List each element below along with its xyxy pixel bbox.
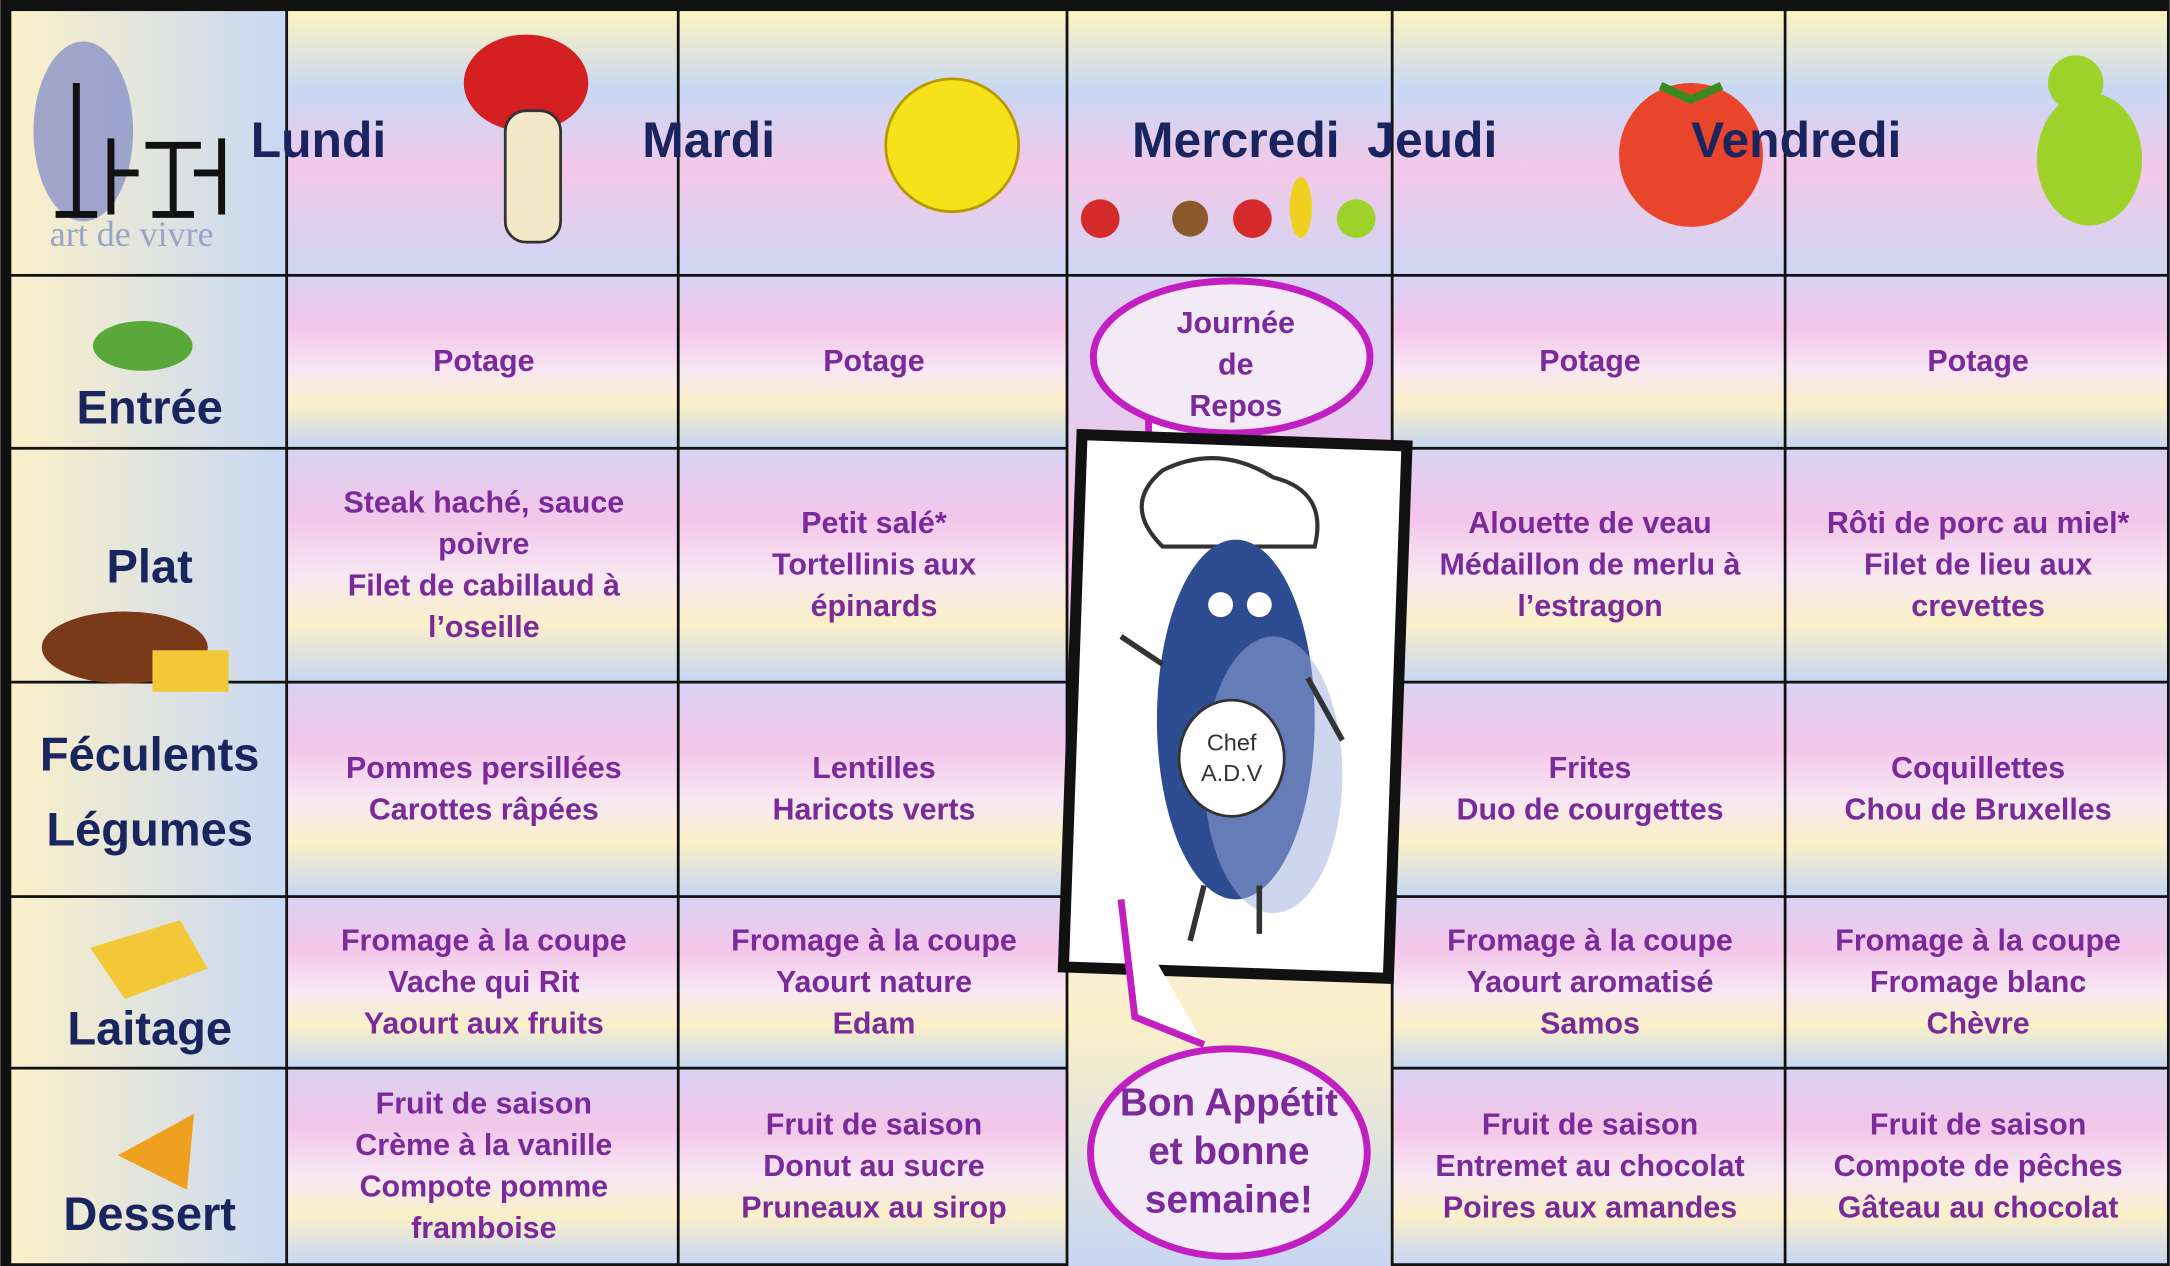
menu-item: Filet de cabillaud à xyxy=(348,568,620,602)
menu-item: Vache qui Rit xyxy=(388,965,579,999)
menu-item: l’oseille xyxy=(428,610,540,644)
menu-item: Potage xyxy=(433,344,534,378)
day-label: Mercredi xyxy=(1132,112,1340,168)
menu-item: Yaourt aux fruits xyxy=(364,1006,604,1040)
menu-item: Fruit de saison xyxy=(1870,1107,2086,1141)
menu-cell xyxy=(1786,683,2167,896)
menu-item: Tortellinis aux xyxy=(772,548,976,582)
wednesday xyxy=(1057,277,1413,1260)
menu-cell xyxy=(288,897,677,1067)
menu-item: Fromage blanc xyxy=(1870,965,2086,999)
menu-item: Fruit de saison xyxy=(376,1087,592,1121)
closing-text: semaine! xyxy=(1145,1179,1313,1222)
menu-item: Samos xyxy=(1540,1006,1640,1040)
menu-item: Potage xyxy=(1539,344,1640,378)
row-label-cell xyxy=(11,683,286,896)
menu-item: Frites xyxy=(1549,751,1632,785)
row-icons xyxy=(41,320,229,1190)
mascots xyxy=(463,34,2143,244)
menu-cell xyxy=(679,449,1066,681)
menu-cell xyxy=(679,897,1066,1067)
day-label: Vendredi xyxy=(1691,112,1901,168)
menu-item: Fromage à la coupe xyxy=(731,923,1017,957)
menu-item: Fruit de saison xyxy=(1482,1107,1698,1141)
menu-item: Pruneaux au sirop xyxy=(741,1190,1006,1224)
rest-text: Journée xyxy=(1177,306,1295,340)
menu-cell xyxy=(1786,897,2167,1067)
closing-text: Bon Appétit xyxy=(1120,1082,1338,1125)
menu-item: Fruit de saison xyxy=(766,1107,982,1141)
menu-cell xyxy=(288,1069,677,1264)
row-label: Dessert xyxy=(63,1187,236,1240)
menu-item: Crème à la vanille xyxy=(355,1128,612,1162)
menu-cell xyxy=(1393,1069,1784,1264)
menu-item: épinards xyxy=(811,589,938,623)
menu-item: Donut au sucre xyxy=(763,1149,984,1183)
menu-item: Chou de Bruxelles xyxy=(1845,793,2112,827)
menu-item: Steak haché, sauce xyxy=(343,485,624,519)
menu-item: Pommes persillées xyxy=(346,751,622,785)
rest-text: de xyxy=(1218,348,1254,382)
menu-item: Entremet au chocolat xyxy=(1435,1149,1744,1183)
menu-cell xyxy=(288,276,677,447)
menu-cell xyxy=(679,1069,1066,1264)
row-label: Légumes xyxy=(46,802,252,855)
menu-item: Filet de lieu aux xyxy=(1864,548,2092,582)
menu-cell xyxy=(1786,449,2167,681)
menu-cell xyxy=(1393,683,1784,896)
closing-text: et bonne xyxy=(1148,1130,1309,1173)
menu-item: framboise xyxy=(411,1211,556,1245)
menu-item: Fromage à la coupe xyxy=(341,923,627,957)
row-label: Féculents xyxy=(40,728,260,781)
menu-cell xyxy=(1393,276,1784,447)
menu-item: Fromage à la coupe xyxy=(1447,923,1733,957)
menu-item: Rôti de porc au miel* xyxy=(1827,506,2130,540)
row-label: Plat xyxy=(107,539,194,592)
menu-cell xyxy=(1393,897,1784,1067)
menu-item: Compote de pêches xyxy=(1834,1149,2123,1183)
chef-badge: A.D.V xyxy=(1201,760,1263,786)
menu-item: Poires aux amandes xyxy=(1443,1190,1737,1224)
logo-text: art de vivre xyxy=(50,214,214,254)
menu-item: Petit salé* xyxy=(801,506,947,540)
menu-item: crevettes xyxy=(1911,589,2045,623)
menu-cell xyxy=(679,683,1066,896)
menu-cell xyxy=(679,276,1066,447)
day-label: Jeudi xyxy=(1367,112,1497,168)
menu-item: Lentilles xyxy=(812,751,935,785)
menu-item: Carottes râpées xyxy=(369,793,599,827)
menu-item: Yaourt aromatisé xyxy=(1467,965,1714,999)
menu-item: Potage xyxy=(1927,344,2028,378)
row-label: Laitage xyxy=(67,1002,232,1055)
menu-item: Compote pomme xyxy=(360,1170,608,1204)
menu-item: Edam xyxy=(833,1006,916,1040)
menu-cell xyxy=(1786,276,2167,447)
menu-item: Gâteau au chocolat xyxy=(1838,1190,2119,1224)
header-cell xyxy=(1068,11,1391,274)
menu-item: poivre xyxy=(438,527,529,561)
menu-cell xyxy=(1786,1069,2167,1264)
chef-badge: Chef xyxy=(1207,730,1257,756)
menu-item: Fromage à la coupe xyxy=(1835,923,2121,957)
menu-item: Coquillettes xyxy=(1891,751,2065,785)
menu-item: Chèvre xyxy=(1927,1006,2030,1040)
menu-item: Potage xyxy=(823,344,924,378)
logo: art de vivre xyxy=(33,41,226,254)
row-label: Entrée xyxy=(76,380,222,433)
menu-cell xyxy=(1393,449,1784,681)
menu-item: Yaourt nature xyxy=(776,965,972,999)
menu-item: l’estragon xyxy=(1517,589,1662,623)
menu-cell xyxy=(288,683,677,896)
menu-item: Alouette de veau xyxy=(1468,506,1711,540)
menu-item: Médaillon de merlu à xyxy=(1440,548,1741,582)
day-label: Lundi xyxy=(251,112,387,168)
day-label: Mardi xyxy=(642,112,775,168)
rest-text: Repos xyxy=(1189,389,1282,423)
menu-cell xyxy=(288,449,677,681)
menu-item: Haricots verts xyxy=(773,793,976,827)
menu-item: Duo de courgettes xyxy=(1456,793,1723,827)
